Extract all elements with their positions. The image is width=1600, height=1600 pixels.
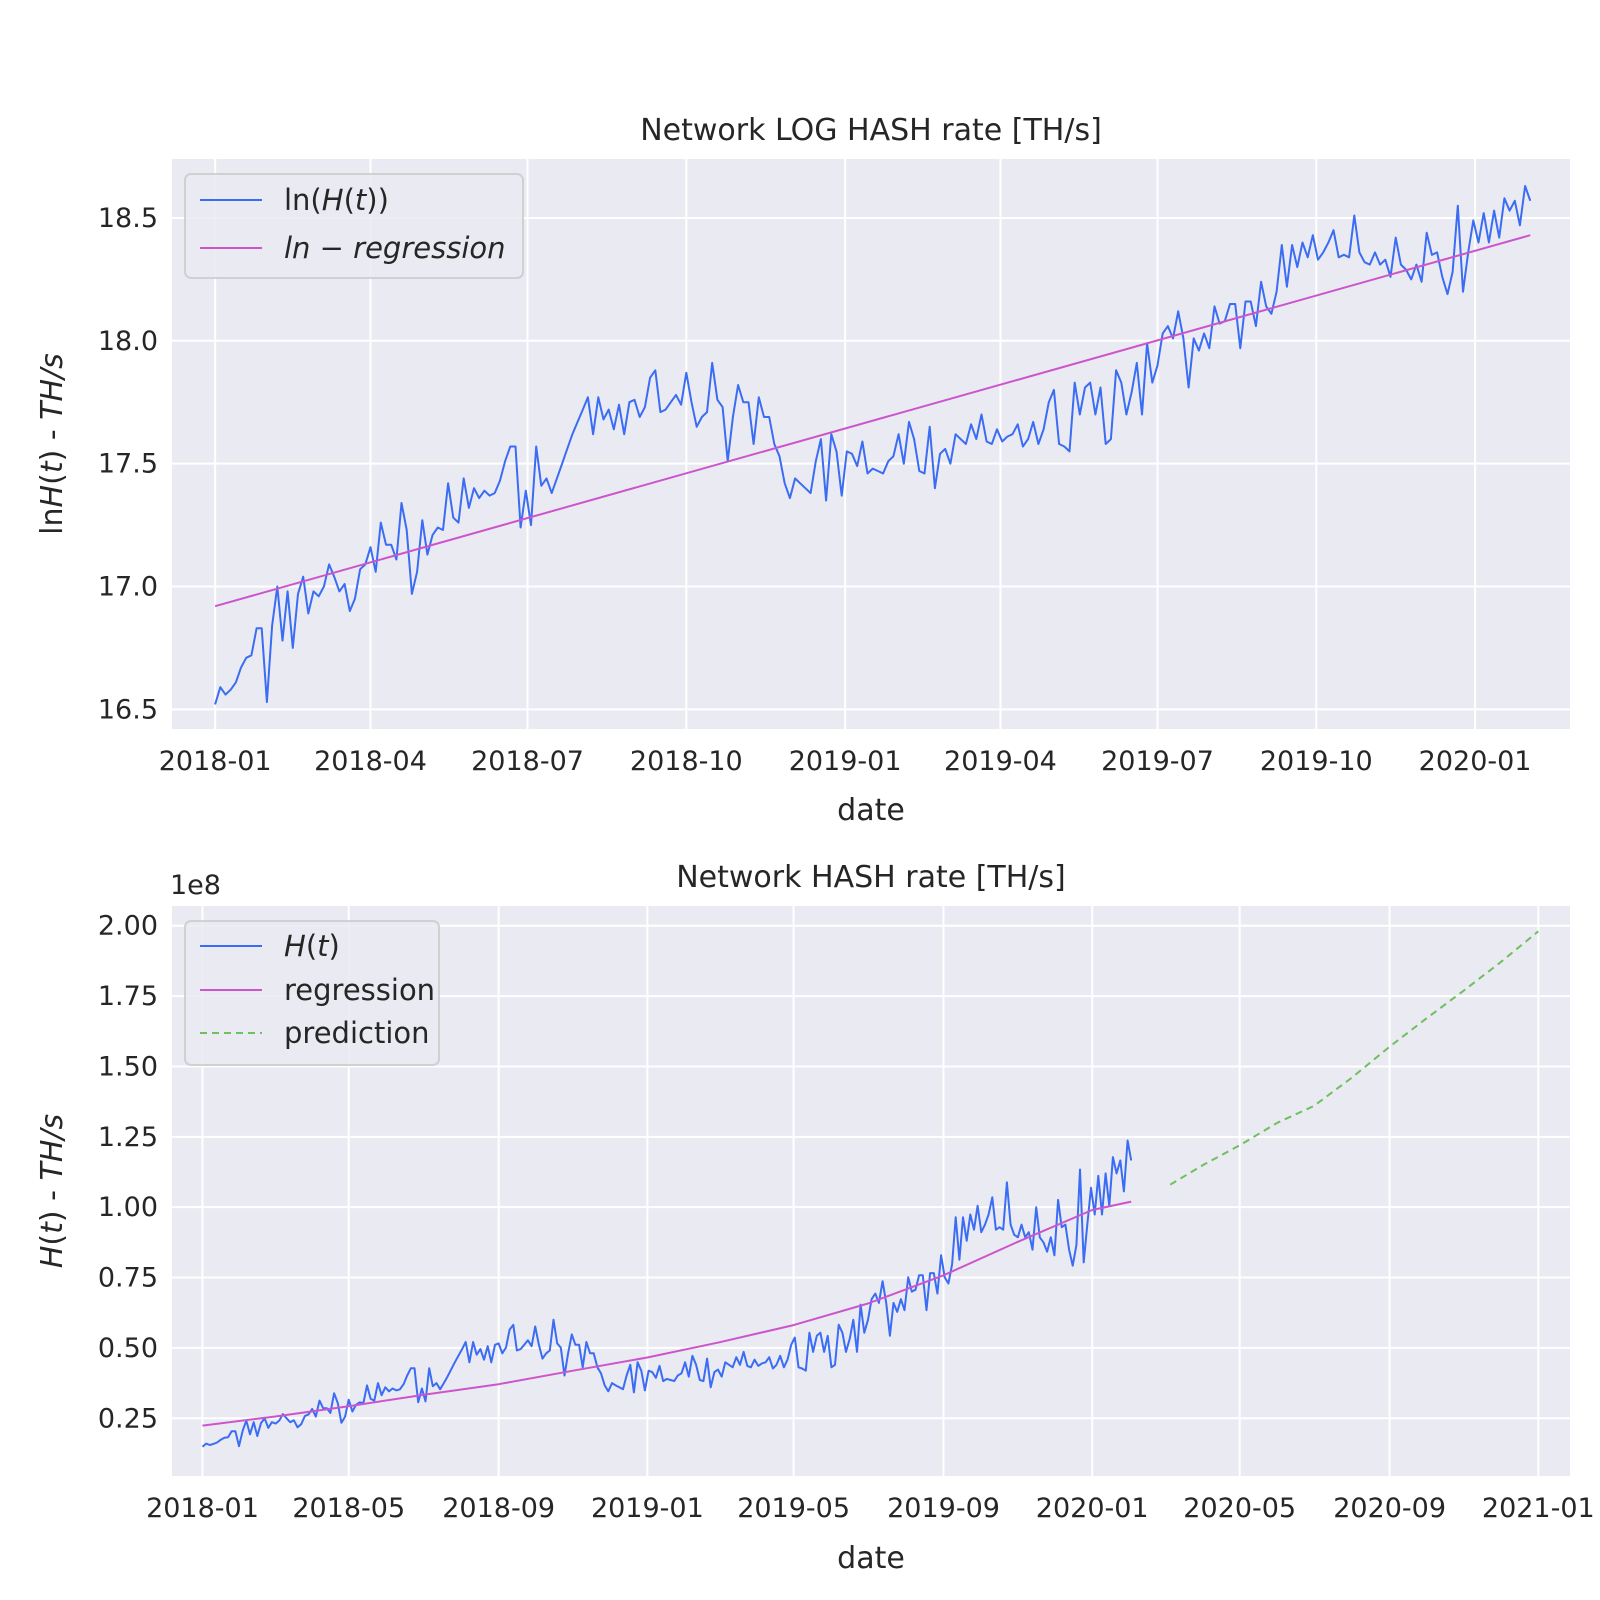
- y-axis-label-bottom-paren-close: ) -: [35, 1180, 70, 1222]
- chart-hash-rate: 0.25 0.50 0.75 1.00 1.25 1.50 1.75 2.00 2018-01…: [35, 860, 1595, 1576]
- series-line-prediction: [1169, 930, 1539, 1186]
- legend-h-h: H: [284, 929, 306, 963]
- legend-h-close: ): [329, 929, 340, 963]
- y-axis-label-top-ln: ln: [35, 507, 70, 534]
- x-tick-label: 2018-10: [630, 746, 743, 777]
- y-axis-label-top: lnH(t) - TH/s: [35, 353, 70, 535]
- x-tick-labels-bottom: 2018-01 2018-05 2018-09 2019-01 2019-05 2019-…: [146, 1493, 1595, 1524]
- legend-ln-h: H: [322, 183, 344, 217]
- chart-log-hash-rate: 16.517.017.518.018.5 2018-01 2018-04 2018-…: [35, 113, 1570, 828]
- y-tick-label: 0.50: [98, 1333, 158, 1364]
- legend-h-t: t: [317, 929, 330, 963]
- x-tick-label: 2018-01: [159, 746, 272, 777]
- legend-h-paren: (: [306, 929, 317, 963]
- x-tick-label: 2020-01: [1419, 746, 1532, 777]
- y-axis-label-top-unit: TH/s: [35, 353, 70, 420]
- x-tick-label: 2018-07: [471, 746, 584, 777]
- y-axis-label-top-t: t: [35, 460, 70, 473]
- y-tick-label: 16.5: [98, 694, 158, 725]
- x-tick-label: 2018-05: [292, 1493, 405, 1524]
- y-axis-label-bottom-unit: TH/s: [35, 1114, 70, 1181]
- x-tick-label: 2020-09: [1333, 1493, 1446, 1524]
- y-tick-label: 0.75: [98, 1263, 158, 1294]
- y-axis-label-bottom-paren-open: (: [35, 1234, 70, 1246]
- y-axis-label-top-h: H: [35, 485, 70, 508]
- x-tick-label: 2019-07: [1101, 746, 1214, 777]
- legend-ln-t: t: [355, 183, 368, 217]
- y-tick-label: 18.0: [98, 326, 158, 357]
- x-axis-label-bottom: date: [837, 1541, 905, 1576]
- legend-ln-suffix: )): [366, 183, 389, 217]
- x-tick-label: 2020-01: [1036, 1493, 1149, 1524]
- legend-ln-prefix: ln(: [284, 183, 322, 217]
- series-line-regression: [214, 234, 1531, 608]
- y-axis-label-bottom-h: H: [35, 1246, 70, 1269]
- chart-title-bottom: Network HASH rate [TH/s]: [676, 860, 1066, 895]
- y-axis-label-top-paren-open: (: [35, 473, 70, 485]
- gridlines-top: [172, 159, 1570, 729]
- legend-label-ln-h: ln(H(t)): [284, 183, 389, 217]
- legend-bottom: H(t) regression prediction: [184, 920, 440, 1066]
- x-tick-label: 2018-09: [442, 1493, 555, 1524]
- y-tick-label: 17.5: [98, 449, 158, 480]
- y-tick-label: 2.00: [98, 911, 158, 942]
- x-tick-label: 2019-04: [944, 746, 1057, 777]
- y-axis-label-bottom: H(t) - TH/s: [35, 1114, 70, 1268]
- x-axis-label-top: date: [837, 793, 905, 828]
- legend-box-top: [184, 173, 524, 279]
- x-tick-label: 2018-04: [314, 746, 427, 777]
- legend-box-bottom: [184, 920, 440, 1066]
- y-tick-label: 17.0: [98, 572, 158, 603]
- legend-ln-paren: (: [344, 183, 355, 217]
- y-tick-label: 1.50: [98, 1051, 158, 1082]
- x-tick-labels-top: 2018-01 2018-04 2018-07 2018-10 2019-01 2019-…: [159, 746, 1532, 777]
- series-layer-bottom: [201, 930, 1539, 1448]
- x-tick-label: 2019-05: [737, 1493, 850, 1524]
- y-axis-label-bottom-t: t: [35, 1221, 70, 1234]
- series-layer-top: [214, 185, 1532, 705]
- y-tick-labels-top: 16.5 17.0 17.5 18.0 18.5: [98, 203, 158, 725]
- x-tick-label: 2019-01: [789, 746, 902, 777]
- chart-title-top: Network LOG HASH rate [TH/s]: [640, 113, 1102, 148]
- legend-top: ln(H(t)) ln − regression: [184, 173, 524, 279]
- y-tick-label: 1.25: [98, 1122, 158, 1153]
- legend-label-h: H(t): [284, 929, 340, 963]
- legend-label-regression: regression: [284, 973, 435, 1007]
- x-tick-label: 2018-01: [146, 1493, 259, 1524]
- y-tick-label: 18.5: [98, 203, 158, 234]
- y-axis-label-top-paren-close: ) -: [35, 420, 70, 462]
- y-scale-label-bottom: 1e8: [170, 870, 221, 901]
- series-line-observed: [214, 185, 1532, 705]
- y-tick-label: 1.75: [98, 981, 158, 1012]
- series-line-regression: [202, 1200, 1132, 1427]
- legend-label-prediction: prediction: [284, 1016, 430, 1050]
- x-tick-label: 2019-01: [591, 1493, 704, 1524]
- x-tick-label: 2021-01: [1482, 1493, 1595, 1524]
- legend-label-ln-regression: ln − regression: [284, 231, 506, 265]
- x-tick-label: 2019-09: [887, 1493, 1000, 1524]
- y-tick-labels-bottom: 0.25 0.50 0.75 1.00 1.25 1.50 1.75 2.00: [98, 911, 158, 1435]
- y-tick-label: 1.00: [98, 1192, 158, 1223]
- y-tick-label: 0.25: [98, 1403, 158, 1434]
- x-tick-label: 2019-10: [1260, 746, 1373, 777]
- x-tick-label: 2020-05: [1183, 1493, 1296, 1524]
